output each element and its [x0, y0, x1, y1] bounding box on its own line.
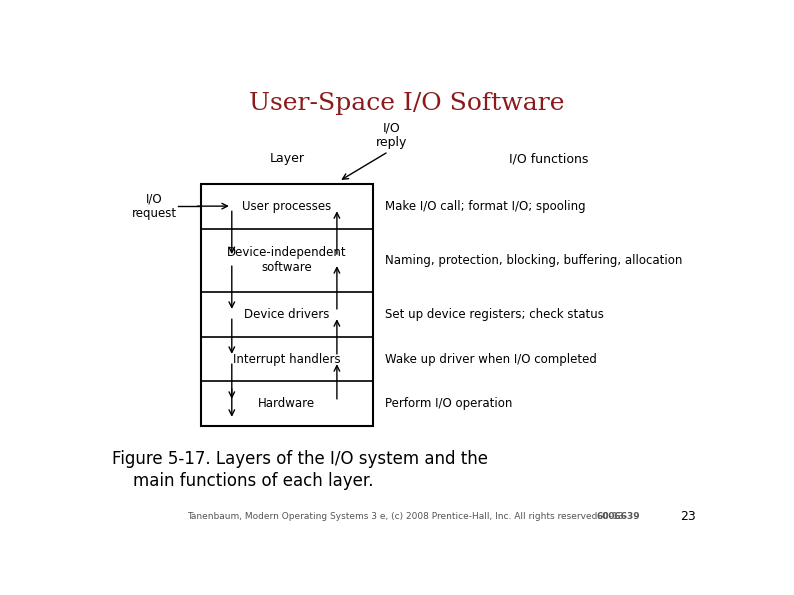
Text: Device-independent
software: Device-independent software — [227, 246, 347, 274]
Text: Figure 5-17. Layers of the I/O system and the: Figure 5-17. Layers of the I/O system an… — [111, 450, 488, 468]
Text: User processes: User processes — [242, 200, 332, 212]
Text: Set up device registers; check status: Set up device registers; check status — [385, 308, 604, 321]
Text: Make I/O call; format I/O; spooling: Make I/O call; format I/O; spooling — [385, 200, 586, 212]
Text: I/O
request: I/O request — [132, 192, 177, 220]
Text: 23: 23 — [680, 511, 696, 523]
Text: Naming, protection, blocking, buffering, allocation: Naming, protection, blocking, buffering,… — [385, 253, 683, 267]
Text: User-Space I/O Software: User-Space I/O Software — [249, 92, 565, 115]
Text: I/O
reply: I/O reply — [376, 121, 407, 149]
Text: Interrupt handlers: Interrupt handlers — [233, 352, 341, 365]
Text: Hardware: Hardware — [258, 397, 315, 411]
Text: Layer: Layer — [269, 152, 304, 165]
Text: Tanenbaum, Modern Operating Systems 3 e, (c) 2008 Prentice-Hall, Inc. All rights: Tanenbaum, Modern Operating Systems 3 e,… — [187, 512, 626, 521]
Text: Wake up driver when I/O completed: Wake up driver when I/O completed — [385, 352, 597, 365]
Text: Device drivers: Device drivers — [245, 308, 330, 321]
Text: Perform I/O operation: Perform I/O operation — [385, 397, 513, 411]
Bar — [201, 184, 373, 427]
Text: 6006639: 6006639 — [596, 512, 640, 521]
Text: main functions of each layer.: main functions of each layer. — [133, 471, 374, 490]
Text: I/O functions: I/O functions — [509, 152, 588, 165]
